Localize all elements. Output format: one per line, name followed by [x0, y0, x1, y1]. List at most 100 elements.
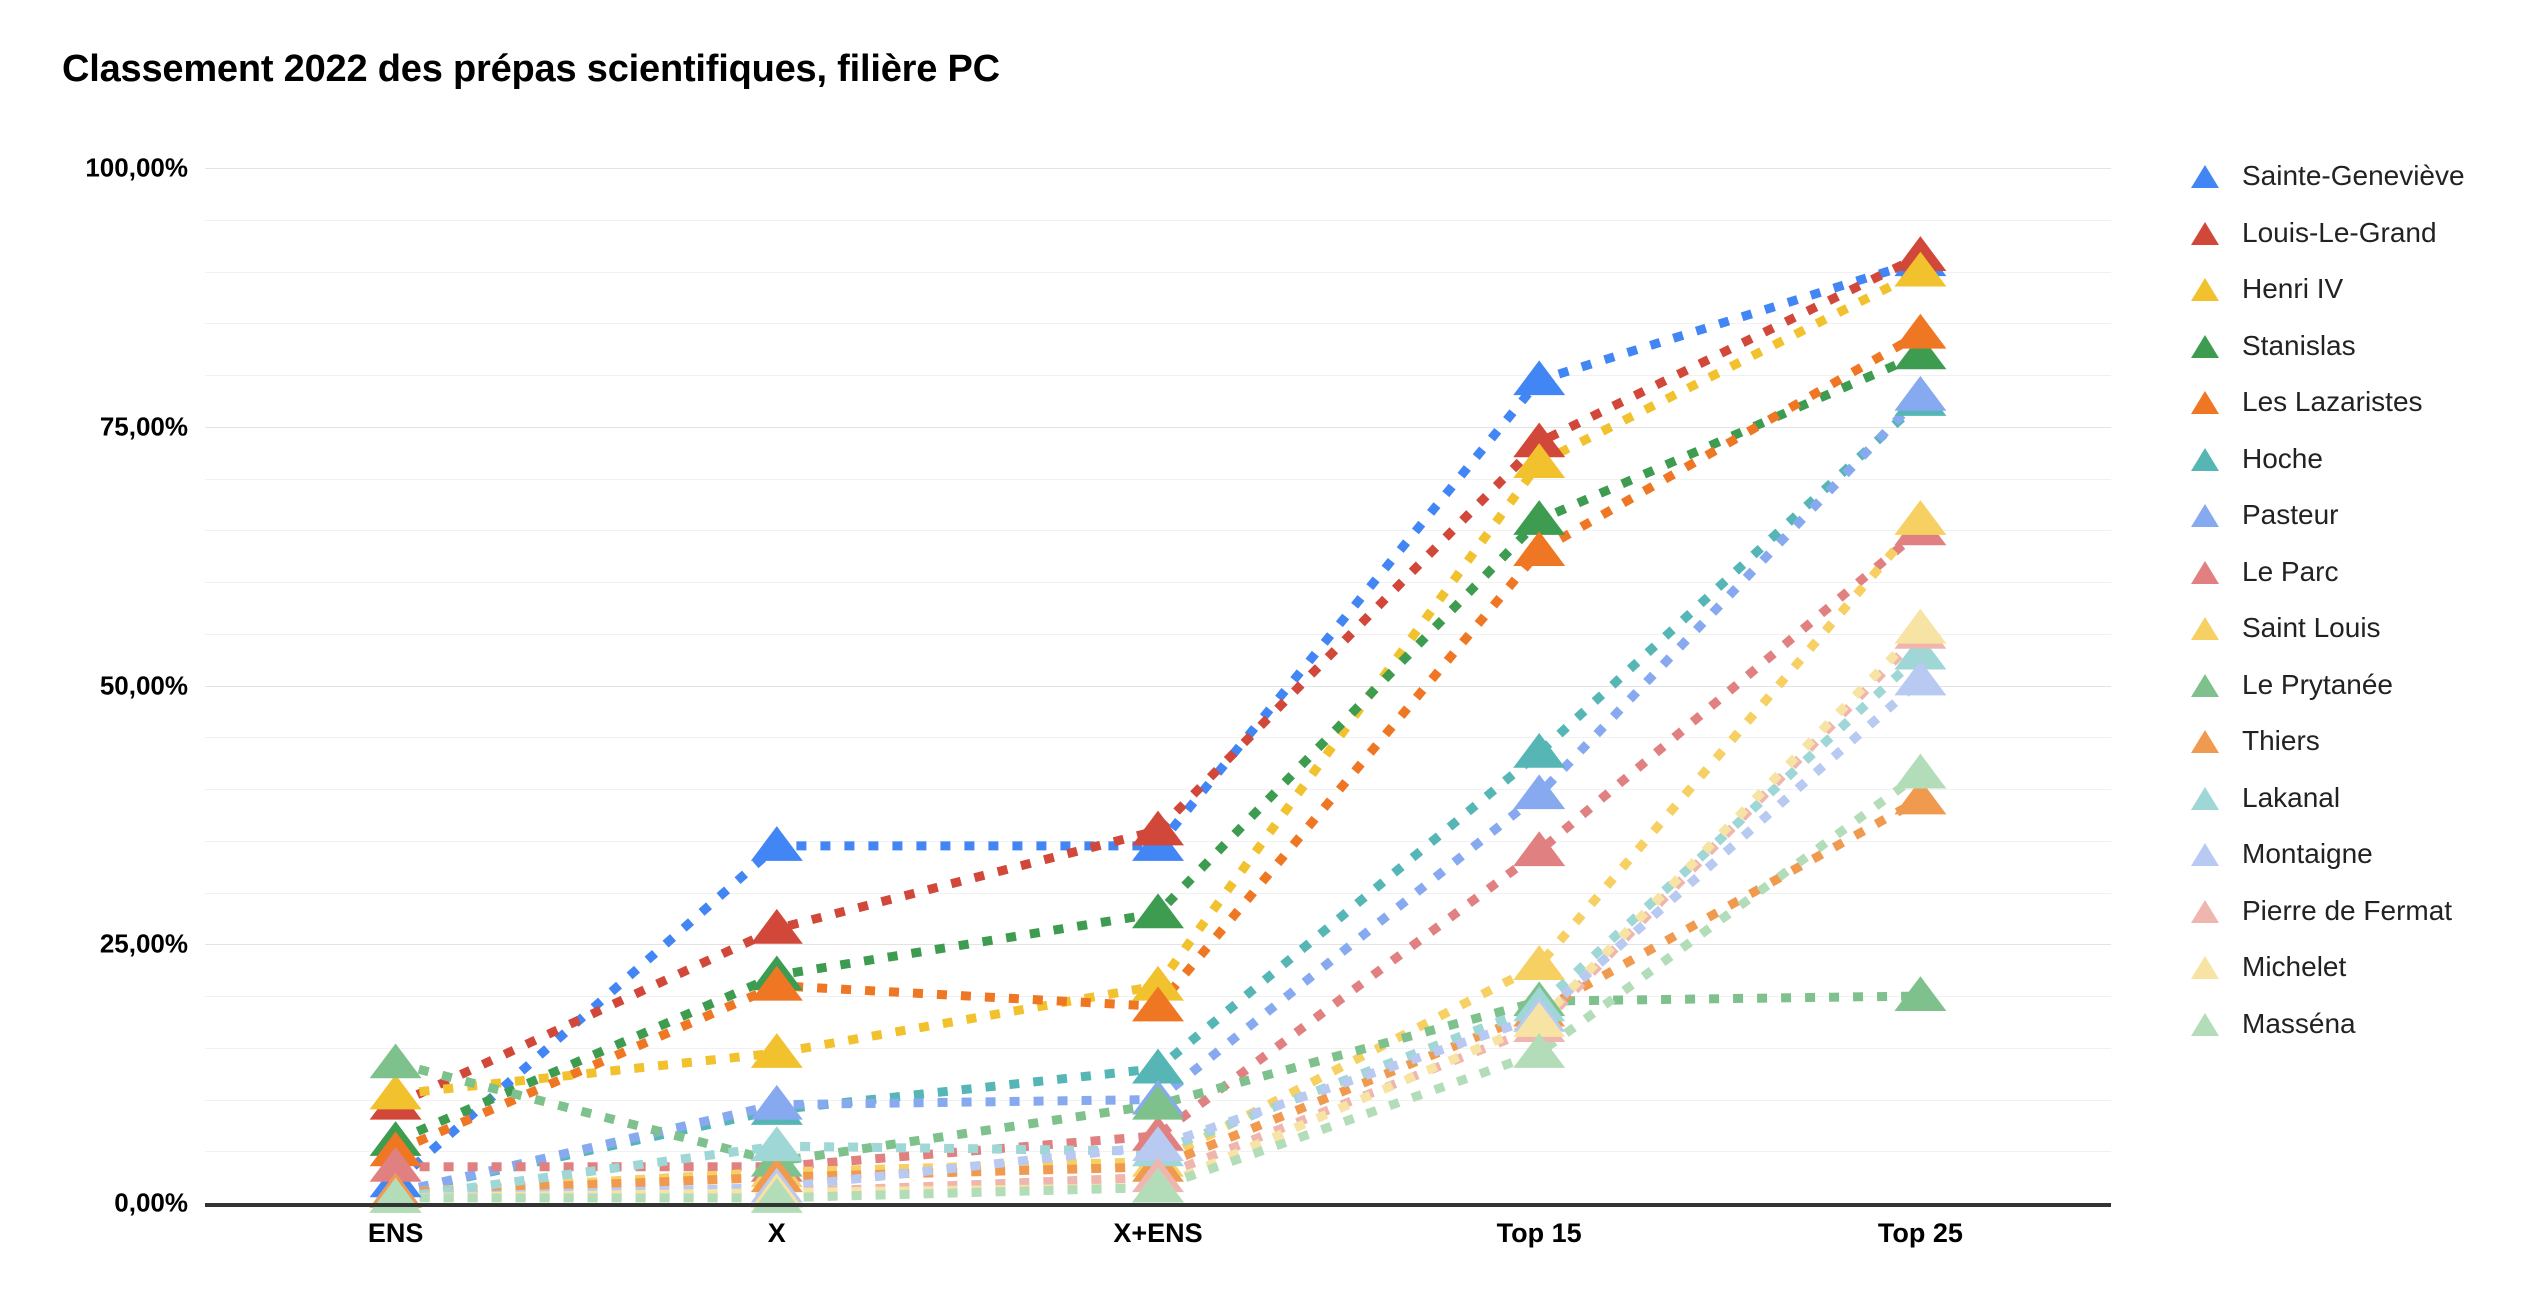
legend-item[interactable]: Pasteur — [2190, 487, 2538, 544]
legend-triangle-icon — [2190, 333, 2220, 359]
data-point-marker[interactable] — [1513, 531, 1566, 566]
data-point-marker[interactable] — [750, 965, 803, 1001]
gridline — [205, 478, 2111, 480]
legend-item[interactable]: Stanislas — [2190, 318, 2538, 375]
legend-item-label: Lakanal — [2242, 781, 2341, 813]
gridline — [205, 530, 2111, 532]
legend-triangle-icon — [2190, 1011, 2220, 1037]
data-point-marker[interactable] — [1894, 251, 1947, 287]
data-point-marker[interactable] — [1894, 976, 1947, 1011]
legend-item[interactable]: Pierre de Fermat — [2190, 883, 2538, 940]
data-point-marker[interactable] — [369, 1146, 422, 1182]
legend-item-label: Masséna — [2242, 1007, 2356, 1039]
legend-item[interactable]: Louis-Le-Grand — [2190, 205, 2538, 262]
page-title: Classement 2022 des prépas scientifiques… — [62, 48, 1000, 90]
series-line — [395, 769, 1924, 1203]
legend-item-label: Hoche — [2242, 442, 2323, 474]
data-point-marker[interactable] — [1513, 1002, 1566, 1037]
data-point-marker[interactable] — [1513, 422, 1566, 458]
data-point-marker[interactable] — [1513, 831, 1566, 867]
y-axis-tick-label: 50,00% — [99, 670, 188, 700]
data-point-marker[interactable] — [1132, 1084, 1184, 1120]
data-point-marker[interactable] — [1513, 774, 1566, 810]
data-point-marker[interactable] — [1894, 313, 1947, 349]
gridline — [205, 789, 2111, 790]
data-point-marker[interactable] — [1132, 1048, 1184, 1084]
x-axis-tick-labels: ENS X X+ENS Top 15 Top 25 — [205, 1218, 2111, 1268]
legend-item[interactable]: Michelet — [2190, 939, 2538, 996]
legend-item[interactable]: Henri IV — [2190, 261, 2538, 318]
legend-item[interactable]: Masséna — [2190, 996, 2538, 1053]
y-axis-tick-label: 25,00% — [99, 928, 188, 959]
data-point-marker[interactable] — [1513, 945, 1566, 980]
legend-item-label: Saint Louis — [2242, 612, 2381, 644]
legend-item[interactable]: Le Parc — [2190, 544, 2538, 601]
data-point-marker[interactable] — [1513, 443, 1566, 478]
data-point-marker[interactable] — [1894, 375, 1947, 411]
gridline — [205, 892, 2111, 894]
legend-item[interactable]: Sainte-Geneviève — [2190, 148, 2538, 205]
data-point-marker[interactable] — [750, 1084, 803, 1120]
legend-triangle-icon — [2190, 841, 2220, 867]
data-point-marker[interactable] — [1513, 500, 1566, 535]
plot-area — [205, 168, 2111, 1213]
legend-item-label: Thiers — [2242, 725, 2320, 757]
gridline — [205, 1047, 2111, 1049]
x-axis-tick-label: X+ENS — [1113, 1218, 1203, 1248]
legend-triangle-icon — [2190, 220, 2220, 246]
y-axis-tick-label: 100,00% — [85, 152, 188, 183]
x-axis-line — [205, 1203, 2111, 1207]
data-point-marker[interactable] — [750, 908, 803, 944]
x-axis-tick-label: Top 25 — [1877, 1218, 1963, 1248]
x-axis-tick-label: Top 15 — [1496, 1218, 1582, 1248]
data-point-marker[interactable] — [369, 1043, 422, 1079]
legend-triangle-icon — [2190, 672, 2220, 698]
data-point-marker[interactable] — [1513, 732, 1566, 768]
data-point-marker[interactable] — [1894, 753, 1947, 789]
data-point-marker[interactable] — [750, 1033, 803, 1068]
data-point-marker[interactable] — [1894, 608, 1947, 644]
legend-item[interactable]: Le Prytanée — [2190, 657, 2538, 714]
gridline — [205, 219, 2111, 221]
legend-item[interactable]: Lakanal — [2190, 770, 2538, 827]
series-line — [394, 651, 1924, 1203]
legend-triangle-icon — [2190, 728, 2220, 754]
data-point-marker[interactable] — [1513, 1033, 1566, 1068]
y-axis-tick-label: 75,00% — [99, 411, 188, 442]
data-point-marker[interactable] — [1894, 634, 1947, 670]
data-point-marker[interactable] — [750, 1126, 803, 1162]
gridline — [205, 944, 2111, 946]
legend-triangle-icon — [2190, 898, 2220, 924]
data-point-marker[interactable] — [1894, 779, 1947, 815]
data-point-marker[interactable] — [1132, 893, 1184, 929]
data-point-marker[interactable] — [1132, 810, 1184, 846]
legend-triangle-icon — [2190, 502, 2220, 528]
y-axis-tick-label: 0,00% — [114, 1187, 188, 1218]
data-point-marker[interactable] — [750, 826, 803, 861]
legend-triangle-icon — [2190, 446, 2220, 472]
legend-item[interactable]: Hoche — [2190, 431, 2538, 488]
data-point-marker[interactable] — [369, 1074, 422, 1110]
data-point-marker[interactable] — [1132, 986, 1184, 1022]
data-point-marker[interactable] — [1132, 1126, 1184, 1162]
legend-item[interactable]: Montaigne — [2190, 826, 2538, 883]
data-point-marker[interactable] — [1132, 1167, 1184, 1203]
gridline — [205, 737, 2111, 739]
legend-triangle-icon — [2190, 785, 2220, 811]
legend-item-label: Montaigne — [2242, 838, 2373, 870]
gridline — [205, 168, 2111, 169]
data-point-marker[interactable] — [1894, 334, 1947, 370]
legend-item[interactable]: Les Lazaristes — [2190, 374, 2538, 431]
data-point-marker[interactable] — [1513, 360, 1566, 396]
legend-item-label: Michelet — [2242, 951, 2347, 983]
legend-item[interactable]: Saint Louis — [2190, 600, 2538, 657]
series-line — [393, 350, 1923, 1146]
data-point-marker[interactable] — [1894, 500, 1947, 535]
gridline — [205, 271, 2111, 273]
legend-triangle-icon — [2190, 389, 2220, 415]
data-point-marker[interactable] — [1894, 660, 1947, 696]
data-point-marker[interactable] — [1132, 965, 1184, 1001]
gridline — [205, 426, 2111, 428]
legend-item[interactable]: Thiers — [2190, 713, 2538, 770]
